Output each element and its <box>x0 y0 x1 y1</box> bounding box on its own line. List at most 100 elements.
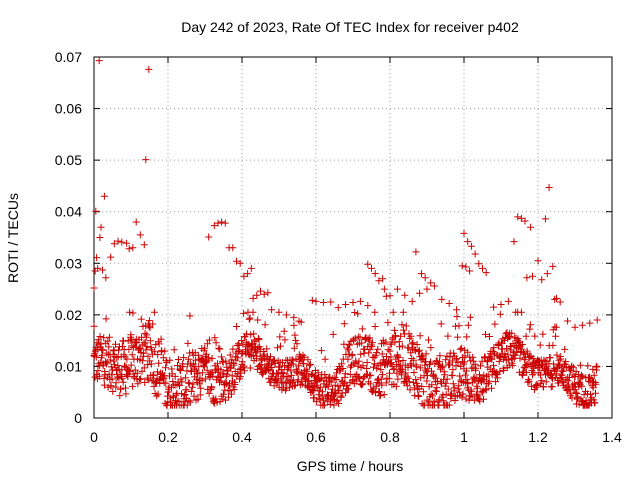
y-tick-label: 0.07 <box>55 49 82 65</box>
data-point <box>371 270 379 278</box>
data-point <box>95 372 103 380</box>
data-point <box>456 345 464 353</box>
data-point <box>445 300 453 307</box>
data-point <box>416 364 424 372</box>
data-point <box>567 390 575 398</box>
data-point <box>213 398 221 406</box>
data-point <box>586 319 594 327</box>
data-point <box>470 396 478 404</box>
data-point <box>94 264 102 272</box>
data-point <box>139 357 147 365</box>
data-point <box>194 395 202 403</box>
data-point <box>367 371 375 379</box>
data-point <box>321 371 329 378</box>
data-point <box>568 362 576 370</box>
data-point <box>321 355 329 363</box>
data-point <box>319 388 326 396</box>
data-point <box>399 308 407 316</box>
data-point <box>222 396 229 404</box>
data-point <box>518 345 526 353</box>
data-point <box>332 376 340 383</box>
data-point <box>506 333 514 340</box>
data-point <box>517 214 525 222</box>
data-point <box>540 383 547 391</box>
data-point <box>431 387 439 395</box>
data-point <box>100 192 108 200</box>
data-point <box>412 376 420 383</box>
data-point <box>384 319 392 327</box>
data-point <box>121 362 129 370</box>
data-point <box>348 351 356 359</box>
data-point <box>591 399 599 407</box>
data-point <box>300 360 308 367</box>
data-point <box>311 382 319 390</box>
data-point <box>377 391 384 399</box>
data-point <box>189 380 197 388</box>
data-point <box>212 395 220 403</box>
data-point <box>275 370 282 378</box>
data-point <box>375 277 383 285</box>
data-point <box>217 366 225 374</box>
data-point <box>557 355 565 363</box>
data-point <box>140 241 148 249</box>
data-point <box>142 156 150 164</box>
data-point <box>308 296 316 304</box>
x-tick-label: 0.2 <box>158 429 178 445</box>
data-point <box>141 329 149 337</box>
data-point <box>292 336 300 344</box>
data-point <box>508 329 516 337</box>
grid-lines <box>94 57 612 418</box>
data-point <box>136 345 144 352</box>
data-point <box>586 373 593 381</box>
data-point <box>446 361 454 369</box>
data-point <box>281 336 289 344</box>
data-point <box>289 360 297 368</box>
data-point <box>529 355 537 362</box>
data-point <box>134 380 142 388</box>
data-point <box>145 376 153 384</box>
data-point <box>225 393 232 401</box>
data-point <box>404 374 412 382</box>
data-point <box>205 389 213 397</box>
data-point <box>315 387 323 395</box>
data-point <box>102 360 110 368</box>
data-point <box>514 213 522 221</box>
data-point <box>464 238 472 246</box>
data-point <box>490 303 498 311</box>
data-point <box>458 262 466 270</box>
data-point <box>193 370 201 378</box>
data-point <box>473 391 481 399</box>
data-point <box>382 338 390 346</box>
data-point <box>234 354 242 362</box>
data-point <box>324 382 332 390</box>
data-point <box>110 357 118 365</box>
data-point <box>576 361 584 369</box>
data-point <box>277 342 284 350</box>
y-tick-label: 0.06 <box>55 101 82 117</box>
data-point <box>464 348 472 356</box>
data-point <box>178 390 186 398</box>
data-point <box>150 308 158 316</box>
data-point <box>241 367 249 375</box>
data-point <box>108 375 116 383</box>
data-point <box>294 376 302 384</box>
data-point <box>382 379 390 387</box>
data-point <box>184 379 192 387</box>
data-point <box>386 369 393 377</box>
data-point <box>221 379 229 387</box>
data-point <box>155 340 163 348</box>
data-point <box>542 378 550 386</box>
data-point <box>155 359 163 367</box>
data-point <box>590 371 598 379</box>
data-point <box>449 366 457 374</box>
data-point <box>125 345 133 353</box>
data-point <box>249 308 257 316</box>
data-point <box>319 299 327 306</box>
data-point <box>157 335 165 343</box>
data-point <box>479 388 486 396</box>
data-point <box>410 356 418 364</box>
data-point <box>161 347 169 355</box>
data-point <box>430 282 438 290</box>
data-point <box>205 336 213 344</box>
data-point <box>463 376 471 383</box>
